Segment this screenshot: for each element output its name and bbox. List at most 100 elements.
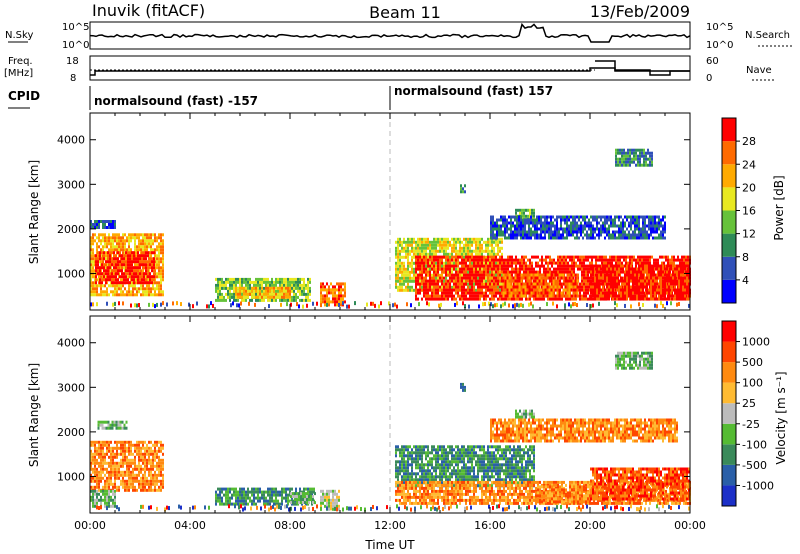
power-cell [435,243,437,247]
power-cell [289,289,291,293]
power-cell [525,270,527,274]
power-cell [215,298,217,302]
power-cell [445,285,447,289]
power-cell [510,282,513,286]
power-cell [435,264,437,268]
power-cell [557,264,559,268]
power-cell [279,292,281,296]
power-cell [421,288,423,292]
power-cell [673,258,675,262]
power-cell [493,249,495,253]
power-cell [397,270,399,274]
power-cell [481,261,483,265]
power-cell [251,280,253,284]
power-cell [503,297,505,301]
power-cell [108,293,110,297]
power-cell [423,282,425,286]
power-cell [489,264,491,268]
power-cell [569,297,571,301]
power-cell [429,294,431,298]
power-cell [425,288,427,292]
power-cell [491,294,493,298]
power-cell [154,254,156,258]
power-cell [441,243,443,247]
power-cell [90,266,92,270]
power-cell [585,255,587,259]
power-cell [289,295,291,299]
power-cell [275,286,277,290]
power-cell [221,283,223,287]
power-cell [405,249,407,253]
power-cell [573,270,575,274]
power-cell [635,258,637,262]
power-cell [564,279,567,283]
power-cell [479,267,481,271]
power-cell [668,279,670,283]
power-cell [515,267,517,271]
power-cell [275,295,277,299]
power-cell [487,255,489,259]
power-cell [127,257,129,261]
power-cell [162,290,164,294]
power-cell [621,157,623,161]
power-cell [259,283,261,287]
power-cell [281,286,283,290]
power-cell [617,255,619,259]
power-cell [662,273,664,277]
power-cell [554,282,557,286]
power-cell [109,260,111,264]
power-cell [437,297,439,301]
power-cell [275,289,277,293]
power-cell [634,273,636,277]
power-cell [469,291,471,295]
power-cell [142,248,144,252]
power-cell [259,295,261,299]
power-cell [638,270,640,274]
power-cell [423,255,425,259]
power-cell [542,282,545,286]
power-cell [572,282,575,286]
power-cell [658,294,660,298]
power-cell [107,254,109,258]
power-cell [514,230,516,234]
power-cell [493,261,495,265]
power-cell [122,242,124,246]
power-cell [125,275,127,279]
power-cell [487,258,489,262]
power-cell [481,288,483,292]
power-cell [116,245,118,249]
power-cell [502,276,505,280]
power-cell [473,270,475,274]
power-cell [217,289,219,293]
power-cell [342,282,344,286]
power-cell [101,263,103,267]
power-cell [130,248,132,252]
power-cell [451,246,453,250]
power-cell [116,233,118,237]
power-cell [577,264,579,268]
power-cell [536,273,539,277]
power-cell [90,281,92,285]
power-cell [407,282,409,286]
power-cell [160,233,162,237]
power-cell [279,289,281,293]
power-cell [652,285,654,289]
power-cell [534,276,537,280]
power-cell [459,246,461,250]
power-cell [559,261,561,265]
power-cell [514,233,516,237]
power-cell [162,278,164,282]
power-cell [279,277,281,281]
power-cell [143,281,145,285]
power-cell [90,236,92,240]
power-cell [684,288,686,292]
power-cell [338,300,340,304]
power-cell [596,282,598,286]
power-cell [463,249,465,253]
power-cell [122,284,124,288]
power-cell [633,294,635,298]
power-cell [271,289,273,293]
power-cell [128,290,130,294]
power-cell [477,288,479,292]
power-cell [324,294,326,298]
